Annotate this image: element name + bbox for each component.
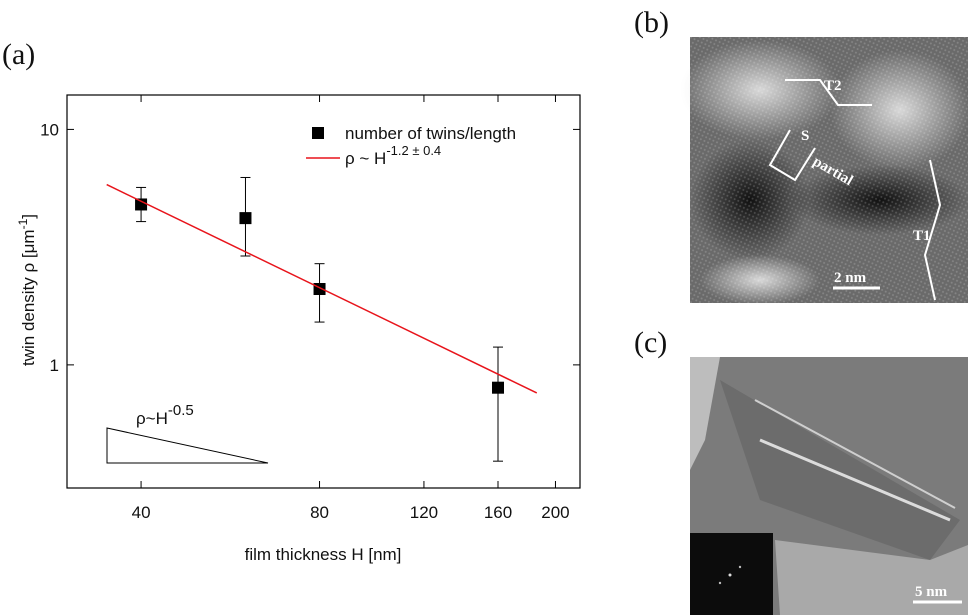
x-tick-label: 160: [484, 503, 512, 522]
slope-sup: -0.5: [168, 402, 194, 419]
x-axis-label: film thickness H [nm]: [245, 545, 402, 564]
point: [492, 381, 505, 394]
image-annotation: S: [801, 128, 809, 144]
tem-image-b: [680, 37, 968, 305]
image-annotation: T2: [824, 78, 842, 94]
legend-text: ρ ~ H: [345, 149, 386, 168]
panel-label: (b): [634, 6, 669, 39]
fit-line: [106, 183, 538, 394]
panel-label: (a): [2, 38, 35, 71]
scale-bar-label: 2 nm: [834, 270, 867, 286]
y-axis-label-end: ]: [19, 214, 38, 219]
point: [239, 212, 252, 225]
legend-entry: ρ ~ H-1.2 ± 0.4: [345, 143, 441, 168]
tem-image-c: [690, 357, 968, 615]
x-tick-label: 120: [410, 503, 438, 522]
plot-frame: [66, 94, 581, 489]
legend-sup: -1.2 ± 0.4: [386, 143, 441, 158]
x-tick-label: 40: [132, 503, 151, 522]
slope-triangle: [106, 427, 269, 464]
x-tick-label: 80: [310, 503, 329, 522]
y-tick-label: 10: [40, 120, 59, 139]
slope-text: ρ~H: [136, 409, 168, 428]
legend-text: number of twins/length: [345, 124, 516, 143]
y-axis-label-sup: -1: [16, 218, 30, 229]
point: [135, 198, 148, 211]
scale-bar-label: 5 nm: [915, 584, 948, 600]
y-axis-label-text: twin density ρ [μm: [19, 229, 38, 366]
y-axis-label: twin density ρ [μm-1]: [16, 214, 38, 366]
legend-entry: number of twins/length: [345, 124, 516, 143]
image-annotation: T1: [913, 228, 931, 244]
legend-marker: [312, 127, 324, 139]
y-tick-label: 1: [50, 356, 59, 375]
x-tick-label: 200: [541, 503, 569, 522]
panel-label: (c): [634, 326, 667, 359]
slope-annotation: ρ~H-0.5: [136, 402, 194, 428]
